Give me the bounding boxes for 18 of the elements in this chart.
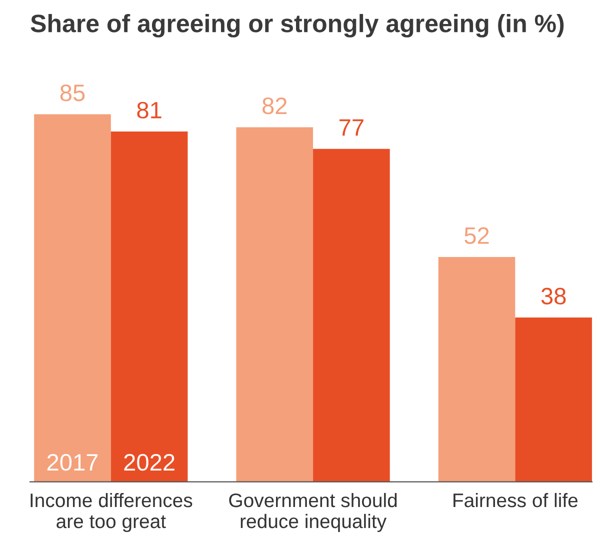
data-label: 81 — [137, 102, 162, 119]
data-label: 38 — [541, 288, 566, 305]
x-tick-label: Fairness of life — [454, 492, 578, 508]
data-label: 77 — [340, 119, 364, 136]
series-label: 2017 — [47, 454, 98, 471]
bar — [438, 256, 516, 482]
x-tick-label: Income differences are too great — [30, 492, 192, 532]
x-tick-label: Government should reduce inequality — [229, 492, 397, 532]
data-label: 82 — [262, 98, 287, 114]
bar — [110, 132, 188, 482]
bar — [236, 127, 314, 482]
data-label: 52 — [464, 227, 489, 244]
bar — [34, 114, 111, 482]
bar — [515, 318, 592, 482]
data-label: 85 — [60, 84, 85, 102]
bar — [313, 148, 390, 482]
series-label: 2022 — [124, 454, 174, 471]
chart-title: Share of agreeing or strongly agreeing (in %) — [30, 14, 564, 38]
